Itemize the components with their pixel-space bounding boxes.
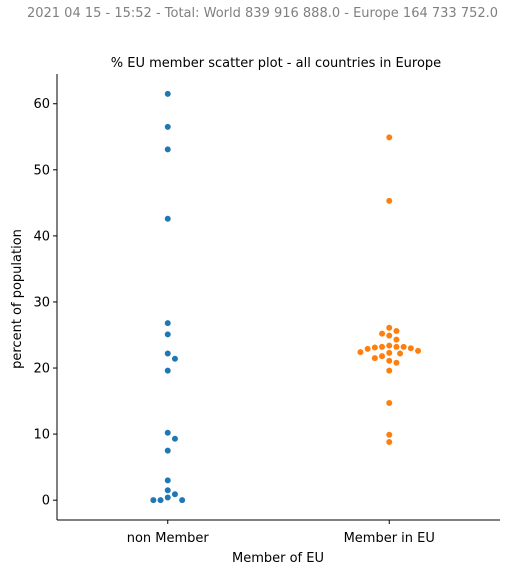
data-points — [149, 90, 422, 504]
x-axis-label: Member of EU — [232, 551, 324, 566]
y-tick-label: 60 — [33, 97, 50, 112]
data-point — [385, 324, 393, 332]
data-point — [385, 349, 393, 357]
data-point — [164, 145, 172, 153]
data-point — [385, 341, 393, 350]
y-tick-label: 0 — [42, 494, 50, 509]
data-point — [400, 343, 408, 351]
data-point — [371, 354, 379, 362]
data-point — [385, 332, 393, 340]
data-point — [385, 357, 393, 365]
x-axis: non Member Member in EU — [127, 520, 435, 546]
y-tick-label: 20 — [33, 362, 50, 377]
data-point — [356, 348, 365, 356]
y-tick-label: 10 — [33, 428, 50, 443]
data-point — [392, 359, 401, 367]
data-point — [164, 319, 172, 327]
data-point — [385, 431, 393, 439]
x-tick-label: non Member — [127, 531, 210, 546]
data-point — [171, 490, 179, 498]
plot-area — [56, 74, 500, 521]
data-point — [164, 476, 172, 484]
y-tick-label: 30 — [33, 295, 50, 310]
data-point — [164, 486, 172, 494]
chart-title: % EU member scatter plot - all countries… — [111, 56, 441, 71]
data-point — [178, 496, 186, 504]
data-point — [378, 343, 386, 351]
data-point — [371, 343, 379, 352]
data-point — [392, 327, 401, 335]
y-axis: 0 10 20 30 40 50 60 — [33, 97, 57, 509]
data-point — [149, 496, 157, 504]
data-point — [396, 349, 404, 358]
data-point — [164, 429, 172, 437]
y-tick-label: 40 — [33, 229, 50, 244]
data-point — [385, 197, 393, 205]
data-point — [164, 90, 172, 98]
data-point — [164, 349, 172, 358]
data-point — [378, 330, 386, 338]
data-point — [164, 123, 172, 131]
data-point — [392, 336, 401, 344]
data-point — [385, 133, 393, 142]
data-point — [171, 355, 179, 363]
y-tick-label: 50 — [33, 163, 50, 178]
data-point — [392, 343, 401, 351]
x-tick-label: Member in EU — [344, 531, 435, 546]
data-point — [385, 438, 393, 446]
data-point — [385, 399, 393, 407]
data-point — [171, 435, 179, 443]
data-point — [156, 496, 165, 504]
data-point — [364, 345, 372, 353]
data-point — [414, 347, 422, 355]
data-point — [385, 367, 393, 375]
data-point — [164, 447, 172, 455]
data-point — [164, 493, 172, 502]
data-point — [164, 215, 172, 223]
data-point — [407, 344, 415, 352]
data-point — [378, 352, 386, 360]
figure-suptitle: 2021 04 15 - 15:52 - Total: World 839 91… — [26, 6, 499, 21]
data-point — [164, 367, 172, 375]
y-axis-label: percent of population — [10, 229, 25, 369]
data-point — [164, 330, 172, 338]
